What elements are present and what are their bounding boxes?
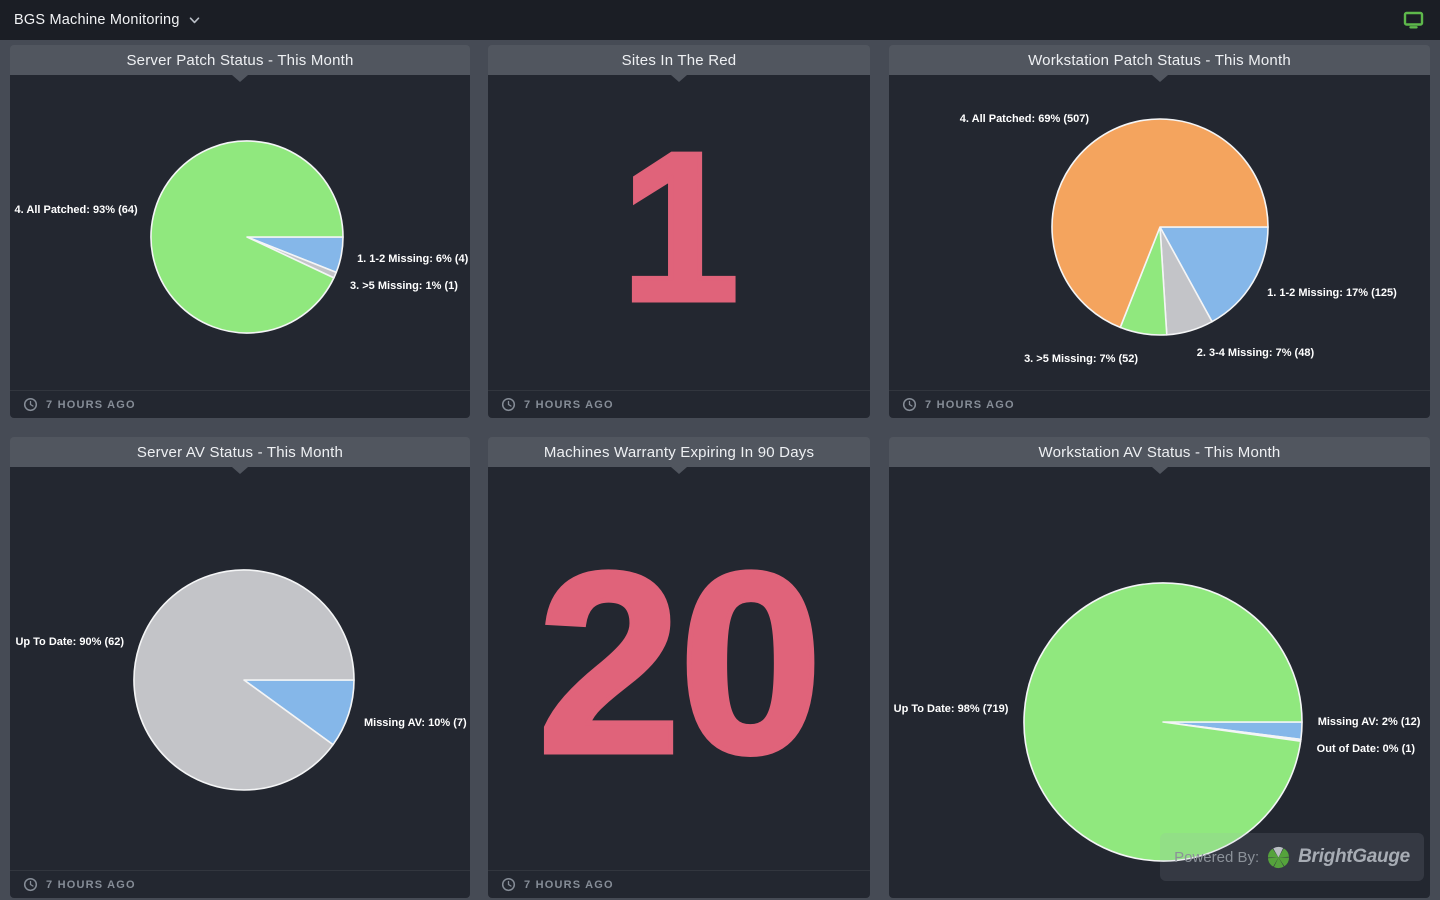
- panel-footer: 7 HOURS AGO: [488, 870, 870, 898]
- number-wrap: 1: [488, 75, 870, 390]
- gauge-server-patch-status[interactable]: 1. 1-2 Missing: 6% (4) 3. >5 Missing: 1% …: [10, 75, 470, 390]
- clock-icon: [23, 877, 38, 892]
- chevron-down-icon: [189, 16, 199, 23]
- brand-name: BrightGauge: [1298, 846, 1410, 867]
- metric-value: 20: [535, 517, 825, 807]
- panel-header: Machines Warranty Expiring In 90 Days: [488, 437, 870, 474]
- monitor-icon: [1403, 11, 1424, 29]
- panel-workstation-av-status: Workstation AV Status - This Month Missi…: [889, 437, 1430, 898]
- panel-footer: 7 HOURS AGO: [10, 390, 470, 418]
- number-wrap: 20: [488, 467, 870, 870]
- pie-slice-label: Up To Date: 90% (62): [15, 635, 125, 648]
- dashboard-title: BGS Machine Monitoring: [14, 12, 180, 28]
- powered-by-label: Powered By:: [1174, 848, 1260, 866]
- panel-footer: 7 HOURS AGO: [10, 870, 470, 898]
- clock-icon: [23, 397, 38, 412]
- last-updated-label: 7 HOURS AGO: [46, 878, 136, 891]
- panel-title: Workstation Patch Status - This Month: [1028, 51, 1291, 69]
- panel-workstation-patch-status: Workstation Patch Status - This Month 1.…: [889, 45, 1430, 418]
- gauge-machines-warranty[interactable]: 20: [488, 467, 870, 870]
- pie-slice-label: Out of Date: 0% (1): [1316, 742, 1416, 755]
- panel-server-patch-status: Server Patch Status - This Month 1. 1-2 …: [10, 45, 470, 418]
- last-updated-label: 7 HOURS AGO: [524, 878, 614, 891]
- clock-icon: [501, 877, 516, 892]
- brightgauge-logo-icon: [1268, 846, 1290, 868]
- last-updated-label: 7 HOURS AGO: [46, 398, 136, 411]
- gauge-server-av-status[interactable]: Missing AV: 10% (7) Up To Date: 90% (62): [10, 467, 470, 870]
- gauge-workstation-patch-status[interactable]: 1. 1-2 Missing: 17% (125) 2. 3-4 Missing:…: [889, 75, 1430, 390]
- panel-title: Server AV Status - This Month: [136, 443, 344, 461]
- gauge-sites-in-the-red[interactable]: 1: [488, 75, 870, 390]
- clock-icon: [902, 397, 917, 412]
- top-bar: BGS Machine Monitoring: [0, 0, 1440, 40]
- dashboard-selector[interactable]: BGS Machine Monitoring: [14, 12, 200, 28]
- pie-slice-label: 2. 3-4 Missing: 7% (48): [1196, 347, 1315, 360]
- panel-header: Workstation Patch Status - This Month: [889, 45, 1430, 82]
- pie-slice-label: 4. All Patched: 69% (507): [959, 112, 1089, 125]
- tv-display-button[interactable]: [1401, 9, 1426, 31]
- panel-title: Server Patch Status - This Month: [126, 51, 354, 69]
- gauge-workstation-av-status[interactable]: Missing AV: 2% (12) Out of Date: 0% (1) Up…: [889, 467, 1430, 898]
- panel-footer: 7 HOURS AGO: [889, 390, 1430, 418]
- last-updated-label: 7 HOURS AGO: [524, 398, 614, 411]
- pie-slice-label: 3. >5 Missing: 7% (52): [1024, 352, 1139, 365]
- pie-slice-label: 1. 1-2 Missing: 17% (125): [1267, 286, 1397, 299]
- panel-title: Workstation AV Status - This Month: [1038, 443, 1281, 461]
- grid-row-1: Server Patch Status - This Month 1. 1-2 …: [10, 45, 1430, 418]
- pie-chart[interactable]: [1022, 581, 1304, 863]
- pie-slice-label: 1. 1-2 Missing: 6% (4): [357, 253, 469, 266]
- pie-chart[interactable]: [149, 139, 345, 335]
- panel-title: Machines Warranty Expiring In 90 Days: [543, 443, 815, 461]
- pie-slice-label: Missing AV: 2% (12): [1317, 715, 1421, 728]
- panel-header: Server AV Status - This Month: [10, 437, 470, 474]
- dashboard-grid: Server Patch Status - This Month 1. 1-2 …: [0, 40, 1440, 898]
- panel-machines-warranty: Machines Warranty Expiring In 90 Days 20…: [488, 437, 870, 898]
- metric-value: 1: [619, 107, 742, 345]
- panel-sites-in-the-red: Sites In The Red 1 7 HOURS AGO: [488, 45, 870, 418]
- panel-title: Sites In The Red: [621, 51, 737, 69]
- pie-slice-label: 4. All Patched: 93% (64): [14, 204, 138, 217]
- pie-chart[interactable]: [132, 568, 356, 792]
- grid-row-2: Server AV Status - This Month Missing AV…: [10, 437, 1430, 898]
- panel-server-av-status: Server AV Status - This Month Missing AV…: [10, 437, 470, 898]
- panel-header: Server Patch Status - This Month: [10, 45, 470, 82]
- panel-header: Workstation AV Status - This Month: [889, 437, 1430, 474]
- panel-header: Sites In The Red: [488, 45, 870, 82]
- panel-footer: 7 HOURS AGO: [488, 390, 870, 418]
- pie-chart[interactable]: [1050, 117, 1270, 337]
- pie-slice-label: Missing AV: 10% (7): [363, 717, 467, 729]
- clock-icon: [501, 397, 516, 412]
- pie-slice-label: 3. >5 Missing: 1% (1): [350, 280, 458, 293]
- last-updated-label: 7 HOURS AGO: [925, 398, 1015, 411]
- pie-slice-label: Up To Date: 98% (719): [893, 702, 1009, 715]
- powered-by-brightgauge[interactable]: Powered By: BrightGauge: [1160, 833, 1424, 881]
